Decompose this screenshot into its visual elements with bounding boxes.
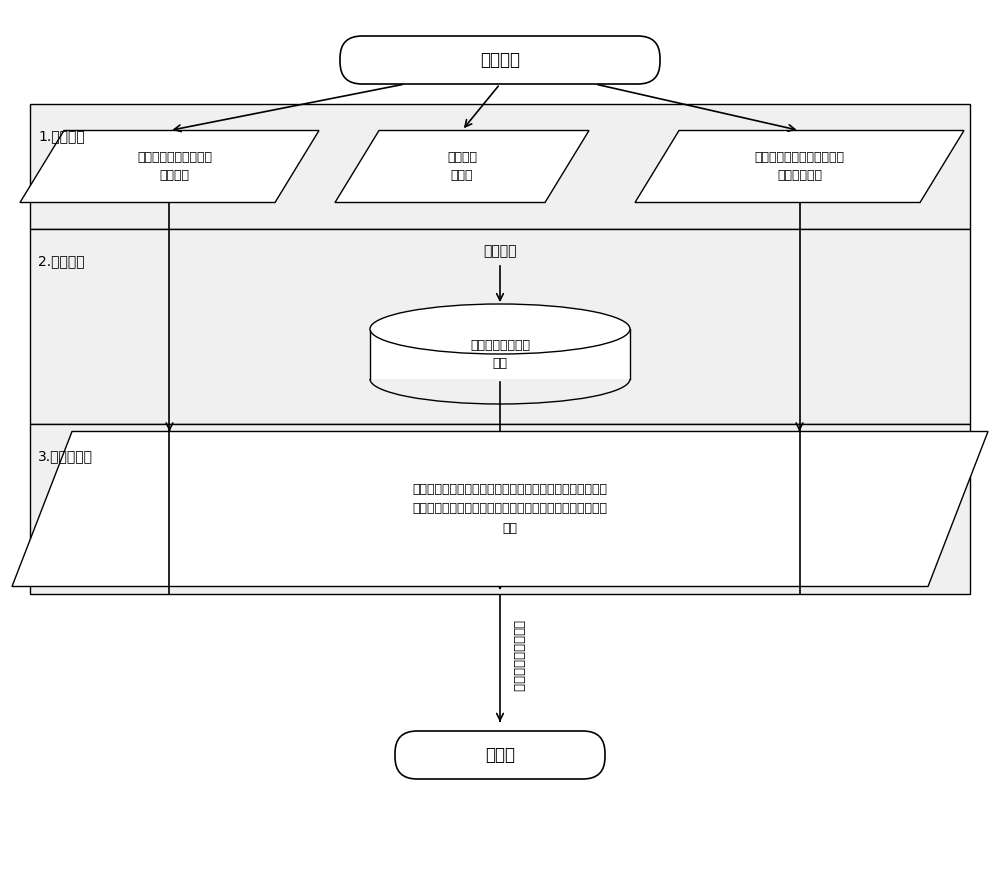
Bar	[370, 329, 630, 379]
Text: 最佳转速与排量组合: 最佳转速与排量组合	[512, 621, 524, 692]
Polygon shape	[635, 130, 964, 203]
Polygon shape	[335, 130, 589, 203]
Polygon shape	[20, 130, 319, 203]
Text: 1.台架实验: 1.台架实验	[38, 129, 85, 143]
Polygon shape	[12, 432, 988, 586]
Text: 手柄位置与主阀开度的
对应关系: 手柄位置与主阀开度的 对应关系	[137, 151, 212, 182]
FancyBboxPatch shape	[395, 731, 605, 779]
Bar	[30, 424, 970, 594]
Text: 不同转速不同排量不同压力
下的油泵效率: 不同转速不同排量不同压力 下的油泵效率	[755, 151, 844, 182]
Text: 发动机的修正万有
特性: 发动机的修正万有 特性	[470, 338, 530, 370]
Text: 3.制作数据表: 3.制作数据表	[38, 449, 93, 463]
Text: 发动机: 发动机	[485, 746, 515, 764]
FancyBboxPatch shape	[340, 36, 660, 84]
Text: 2.整车标定: 2.整车标定	[38, 254, 85, 268]
Bar	[30, 104, 970, 229]
Text: 台架实验: 台架实验	[480, 51, 520, 69]
Text: 发动机万
有特性: 发动机万 有特性	[447, 151, 477, 182]
Bar	[30, 229, 970, 424]
Text: 满足客户对流量的需求和负载对压力的需求条件下，以发动
机燃油消耗率与油泵效率比値最低为目标的最佳转速与排量
组合: 满足客户对流量的需求和负载对压力的需求条件下，以发动 机燃油消耗率与油泵效率比値…	[412, 483, 608, 535]
Text: 整车标定: 整车标定	[483, 244, 517, 258]
Ellipse shape	[370, 304, 630, 354]
